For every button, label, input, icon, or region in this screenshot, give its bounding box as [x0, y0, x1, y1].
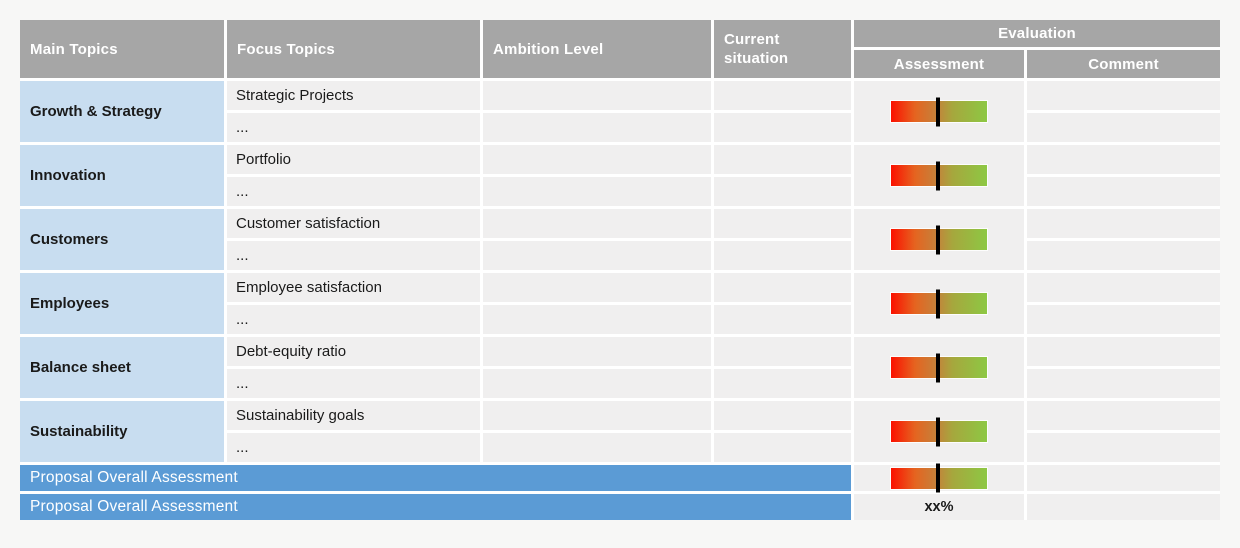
main-topic-cell: Customers: [20, 209, 224, 270]
assessment-marker[interactable]: [935, 225, 940, 254]
current-situation-cell[interactable]: [714, 241, 851, 270]
assessment-scale[interactable]: [891, 97, 987, 126]
current-situation-cell[interactable]: [714, 145, 851, 174]
assessment-marker[interactable]: [935, 353, 940, 382]
assessment-scale[interactable]: [891, 463, 987, 493]
main-topic-cell: Sustainability: [20, 401, 224, 462]
comment-cell[interactable]: [1027, 145, 1220, 174]
comment-cell[interactable]: [1027, 494, 1220, 520]
current-situation-cell[interactable]: [714, 81, 851, 110]
comment-cell[interactable]: [1027, 465, 1220, 491]
comment-cell[interactable]: [1027, 273, 1220, 302]
ambition-cell[interactable]: [483, 209, 711, 238]
focus-topic-more-cell: ...: [227, 113, 480, 142]
assessment-cell: [854, 145, 1024, 206]
ambition-cell[interactable]: [483, 369, 711, 398]
current-situation-cell[interactable]: [714, 113, 851, 142]
assessment-scale[interactable]: [891, 225, 987, 254]
ambition-cell[interactable]: [483, 337, 711, 366]
header-comment: Comment: [1027, 50, 1220, 78]
header-current-situation: Current situation: [714, 20, 851, 78]
header-assessment: Assessment: [854, 50, 1024, 78]
ambition-cell[interactable]: [483, 241, 711, 270]
assessment-marker[interactable]: [935, 417, 940, 446]
current-situation-cell[interactable]: [714, 209, 851, 238]
ambition-cell[interactable]: [483, 81, 711, 110]
ambition-cell[interactable]: [483, 433, 711, 462]
focus-topic-cell: Sustainability goals: [227, 401, 480, 430]
assessment-cell: [854, 273, 1024, 334]
assessment-marker[interactable]: [935, 289, 940, 318]
main-topic-cell: Innovation: [20, 145, 224, 206]
comment-cell[interactable]: [1027, 433, 1220, 462]
ambition-cell[interactable]: [483, 145, 711, 174]
assessment-cell: [854, 81, 1024, 142]
current-situation-cell[interactable]: [714, 401, 851, 430]
comment-cell[interactable]: [1027, 401, 1220, 430]
assessment-scale[interactable]: [891, 289, 987, 318]
header-focus-topics: Focus Topics: [227, 20, 480, 78]
assessment-cell: [854, 337, 1024, 398]
overall-assessment-label: Proposal Overall Assessment: [20, 494, 851, 520]
focus-topic-cell: Debt-equity ratio: [227, 337, 480, 366]
focus-topic-more-cell: ...: [227, 305, 480, 334]
current-situation-cell[interactable]: [714, 369, 851, 398]
overall-assessment-value[interactable]: xx%: [854, 494, 1024, 520]
assessment-scale[interactable]: [891, 161, 987, 190]
assessment-marker[interactable]: [935, 161, 940, 190]
ambition-cell[interactable]: [483, 273, 711, 302]
ambition-cell[interactable]: [483, 113, 711, 142]
focus-topic-cell: Employee satisfaction: [227, 273, 480, 302]
ambition-cell[interactable]: [483, 177, 711, 206]
focus-topic-more-cell: ...: [227, 433, 480, 462]
comment-cell[interactable]: [1027, 81, 1220, 110]
comment-cell[interactable]: [1027, 209, 1220, 238]
assessment-scale[interactable]: [891, 417, 987, 446]
main-topic-cell: Growth & Strategy: [20, 81, 224, 142]
current-situation-cell[interactable]: [714, 177, 851, 206]
ambition-cell[interactable]: [483, 305, 711, 334]
evaluation-matrix-table: Main Topics Focus Topics Ambition Level …: [20, 20, 1220, 520]
ambition-cell[interactable]: [483, 401, 711, 430]
current-situation-cell[interactable]: [714, 433, 851, 462]
current-situation-cell[interactable]: [714, 273, 851, 302]
comment-cell[interactable]: [1027, 337, 1220, 366]
current-situation-cell[interactable]: [714, 305, 851, 334]
assessment-cell: [854, 401, 1024, 462]
assessment-marker[interactable]: [935, 97, 940, 126]
comment-cell[interactable]: [1027, 305, 1220, 334]
assessment-marker[interactable]: [935, 463, 940, 493]
focus-topic-cell: Customer satisfaction: [227, 209, 480, 238]
overall-assessment-cell: [854, 463, 1024, 493]
comment-cell[interactable]: [1027, 113, 1220, 142]
header-evaluation: Evaluation: [854, 20, 1220, 47]
comment-cell[interactable]: [1027, 177, 1220, 206]
focus-topic-more-cell: ...: [227, 369, 480, 398]
assessment-scale[interactable]: [891, 353, 987, 382]
current-situation-cell[interactable]: [714, 337, 851, 366]
focus-topic-cell: Portfolio: [227, 145, 480, 174]
focus-topic-more-cell: ...: [227, 241, 480, 270]
header-ambition-level: Ambition Level: [483, 20, 711, 78]
comment-cell[interactable]: [1027, 369, 1220, 398]
header-main-topics: Main Topics: [20, 20, 224, 78]
assessment-cell: [854, 209, 1024, 270]
overall-assessment-label: Proposal Overall Assessment: [20, 465, 851, 491]
focus-topic-more-cell: ...: [227, 177, 480, 206]
main-topic-cell: Employees: [20, 273, 224, 334]
main-topic-cell: Balance sheet: [20, 337, 224, 398]
focus-topic-cell: Strategic Projects: [227, 81, 480, 110]
comment-cell[interactable]: [1027, 241, 1220, 270]
